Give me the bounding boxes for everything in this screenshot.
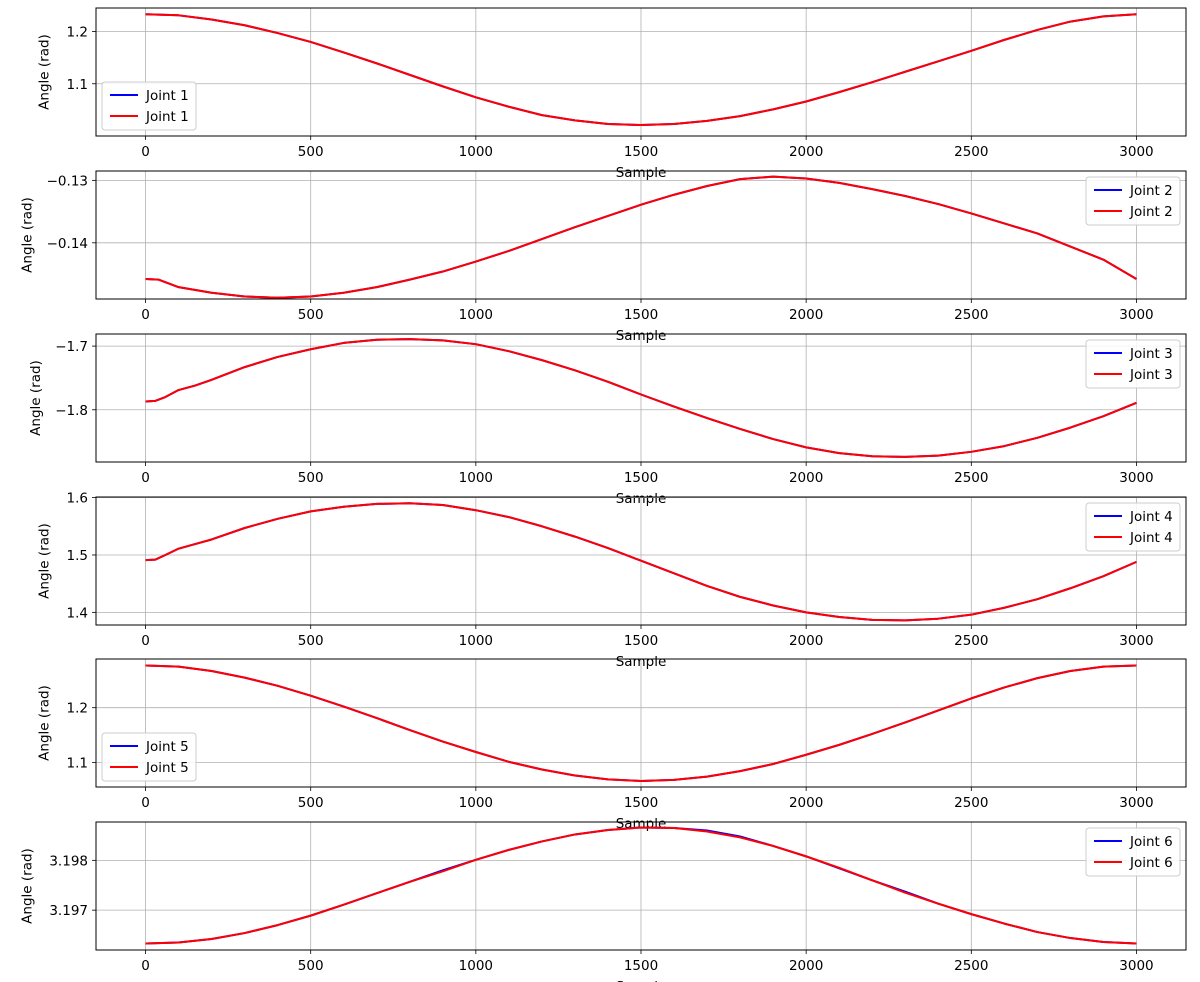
series-line-red	[145, 664, 1137, 782]
x-tick-label: 3000	[1119, 795, 1153, 811]
x-tick-label: 2000	[789, 470, 823, 486]
x-tick-label: 2000	[789, 795, 823, 811]
series-line-red	[145, 502, 1137, 622]
x-tick-label: 1500	[624, 958, 658, 974]
x-tick-label: 500	[298, 958, 324, 974]
legend: Joint 1 Joint 1	[101, 81, 197, 131]
y-axis-label: Angle (rad)	[20, 197, 36, 273]
legend-label: Joint 1	[145, 109, 189, 125]
x-tick-label: 1000	[459, 307, 493, 323]
legend-label: Joint 1	[145, 88, 189, 104]
legend-label: Joint 6	[1129, 834, 1173, 850]
legend-label: Joint 6	[1129, 855, 1173, 871]
legend-label: Joint 3	[1129, 367, 1173, 383]
legend-label: Joint 4	[1129, 530, 1173, 546]
series-line-red	[145, 13, 1137, 127]
series-line-red	[145, 826, 1137, 945]
legend: Joint 5 Joint 5	[101, 732, 197, 782]
y-tick-label: 1.4	[67, 605, 88, 621]
subplot-1: 0 500 1000 1500 2000 2500 3000 1.1 1.2 Angle (rad…	[37, 7, 1187, 181]
x-tick-label: 2500	[954, 795, 988, 811]
y-axis-label: Angle (rad)	[28, 360, 44, 436]
subplot-6: 0 500 1000 1500 2000 2500 3000 3.197 3.198 Angle …	[20, 821, 1187, 982]
x-tick-label: 0	[141, 795, 150, 811]
x-tick-label: 2500	[954, 633, 988, 649]
x-tick-label: 3000	[1119, 144, 1153, 160]
legend-label: Joint 2	[1129, 204, 1173, 220]
x-tick-label: 500	[298, 470, 324, 486]
x-tick-label: 1500	[624, 307, 658, 323]
x-tick-label: 0	[141, 470, 150, 486]
legend: Joint 4 Joint 4	[1085, 502, 1181, 552]
y-tick-label: 3.197	[49, 903, 88, 919]
x-tick-label: 2500	[954, 307, 988, 323]
legend-label: Joint 2	[1129, 183, 1173, 199]
x-tick-label: 500	[298, 307, 324, 323]
x-tick-label: 2500	[954, 470, 988, 486]
legend-label: Joint 3	[1129, 346, 1173, 362]
subplot-2: 0 500 1000 1500 2000 2500 3000 −0.14 −0.13 Angle …	[20, 170, 1187, 344]
y-axis-label: Angle (rad)	[20, 848, 36, 924]
legend: Joint 3 Joint 3	[1085, 339, 1181, 389]
y-axis-label: Angle (rad)	[37, 685, 53, 761]
subplot-5: 0 500 1000 1500 2000 2500 3000 1.1 1.2 Angle (rad…	[37, 658, 1187, 832]
legend: Joint 2 Joint 2	[1085, 176, 1181, 226]
x-tick-label: 2000	[789, 958, 823, 974]
x-tick-label: 2500	[954, 958, 988, 974]
x-tick-label: 1000	[459, 958, 493, 974]
x-tick-label: 1000	[459, 470, 493, 486]
y-tick-label: −0.13	[47, 173, 88, 189]
x-tick-label: 1000	[459, 795, 493, 811]
legend-label: Joint 5	[145, 739, 189, 755]
x-tick-label: 3000	[1119, 958, 1153, 974]
x-tick-label: 2000	[789, 633, 823, 649]
x-tick-label: 2000	[789, 144, 823, 160]
x-tick-label: 1500	[624, 633, 658, 649]
x-tick-label: 500	[298, 795, 324, 811]
subplot-3: 0 500 1000 1500 2000 2500 3000 −1.8 −1.7 Angle (r…	[28, 333, 1187, 507]
y-axis-label: Angle (rad)	[37, 523, 53, 599]
x-tick-label: 3000	[1119, 470, 1153, 486]
x-tick-label: 500	[298, 144, 324, 160]
y-tick-label: −1.7	[55, 339, 88, 355]
y-tick-label: 1.5	[67, 548, 88, 564]
x-tick-label: 500	[298, 633, 324, 649]
y-tick-label: 3.198	[49, 853, 88, 869]
x-tick-label: 1000	[459, 633, 493, 649]
y-axis-label: Angle (rad)	[37, 34, 53, 110]
x-tick-label: 3000	[1119, 307, 1153, 323]
y-tick-label: 1.1	[67, 755, 88, 771]
y-tick-label: −1.8	[55, 403, 88, 419]
x-tick-label: 2500	[954, 144, 988, 160]
x-tick-label: 0	[141, 633, 150, 649]
series-line-red	[145, 175, 1137, 299]
x-tick-label: 0	[141, 307, 150, 323]
x-tick-label: 0	[141, 144, 150, 160]
x-axis-label: Sample	[616, 979, 667, 982]
y-tick-label: 1.2	[67, 701, 88, 717]
y-tick-label: 1.2	[67, 25, 88, 41]
y-tick-label: −0.14	[47, 236, 88, 252]
legend: Joint 6 Joint 6	[1085, 827, 1181, 877]
y-tick-label: 1.1	[67, 77, 88, 93]
x-tick-label: 0	[141, 958, 150, 974]
x-tick-label: 1000	[459, 144, 493, 160]
x-tick-label: 1500	[624, 795, 658, 811]
series-line-red	[145, 338, 1137, 458]
legend-label: Joint 4	[1129, 509, 1173, 525]
legend-label: Joint 5	[145, 760, 189, 776]
x-tick-label: 1500	[624, 144, 658, 160]
y-tick-label: 1.6	[67, 491, 88, 507]
x-tick-label: 3000	[1119, 633, 1153, 649]
subplot-4: 0 500 1000 1500 2000 2500 3000 1.4 1.5 1.6 Angle (…	[37, 491, 1187, 670]
x-tick-label: 2000	[789, 307, 823, 323]
x-tick-label: 1500	[624, 470, 658, 486]
